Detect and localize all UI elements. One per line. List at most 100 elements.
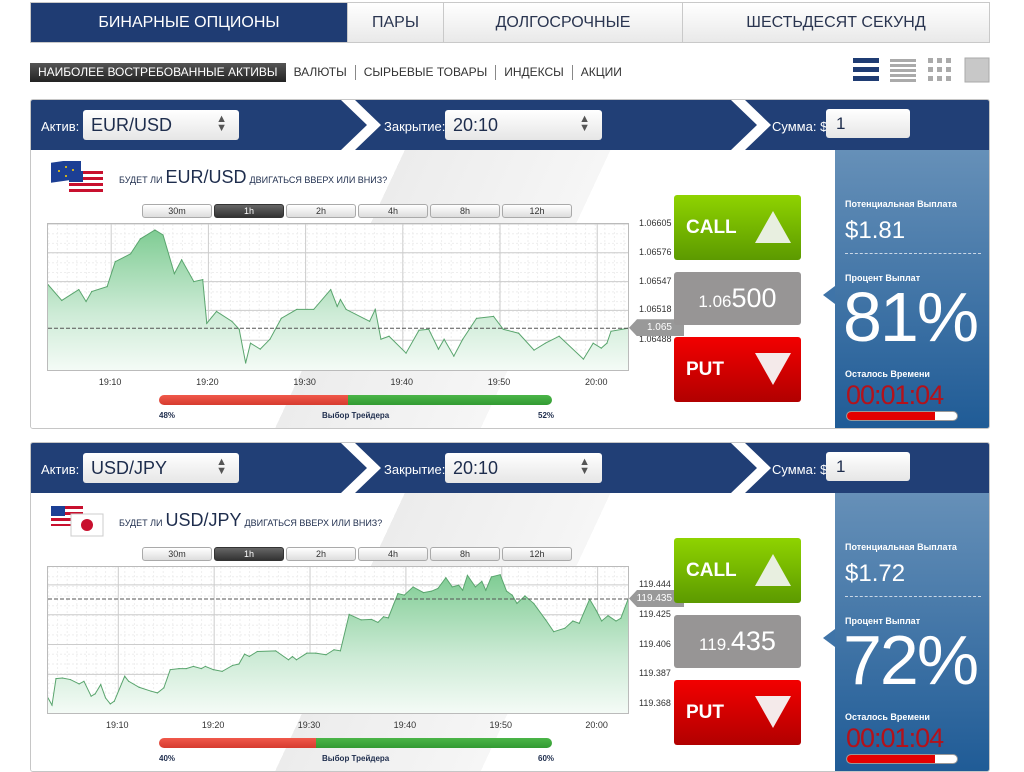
timeframe-8h-button[interactable]: 8h [430, 547, 500, 561]
close-time-select[interactable]: 20:10 ▲ ▼ [445, 453, 602, 483]
timeframe-30m-button[interactable]: 30m [142, 204, 212, 218]
asset-value: EUR/USD [91, 115, 173, 135]
tab-sixty-seconds[interactable]: ШЕСТЬДЕСЯТ СЕКУНД [682, 3, 989, 42]
data-point [156, 692, 159, 694]
x-tick-label: 19:20 [201, 720, 225, 730]
put-button[interactable]: PUT [674, 680, 801, 745]
data-point [481, 580, 483, 582]
current-price: 119.435 [674, 615, 801, 668]
data-point [78, 288, 80, 291]
asset-value: USD/JPY [91, 458, 168, 478]
close-label: Закрытие: [384, 462, 446, 477]
asset-select[interactable]: EUR/USD ▲ ▼ [83, 110, 239, 140]
data-point [544, 342, 546, 344]
price-chart [47, 566, 629, 714]
data-point [128, 680, 130, 682]
data-point [185, 667, 187, 670]
data-point [345, 308, 347, 311]
data-point [204, 665, 206, 667]
timeframe-1h-button[interactable]: 1h [214, 547, 284, 561]
call-button[interactable]: CALL [674, 538, 801, 603]
data-point [437, 587, 439, 590]
data-point [518, 332, 520, 334]
timeframe-2h-button[interactable]: 2h [286, 204, 356, 218]
close-time-value: 20:10 [453, 458, 499, 478]
data-point [139, 238, 141, 240]
countdown-timer: 00:01:04 [846, 723, 944, 753]
pointer-notch [823, 629, 835, 647]
call-share-fill [316, 738, 552, 748]
data-point [94, 693, 96, 695]
data-point [291, 655, 294, 658]
x-tick-label: 19:10 [98, 377, 122, 387]
filter-currencies[interactable]: ВАЛЮТЫ [293, 65, 347, 79]
data-point [163, 687, 165, 689]
data-point [336, 305, 338, 308]
timeframe-4h-button[interactable]: 4h [358, 547, 428, 561]
tab-long-term[interactable]: ДОЛГОСРОЧНЫЕ [443, 3, 682, 42]
time-left-bar [846, 411, 958, 421]
timeframe-1h-button[interactable]: 1h [214, 204, 284, 218]
data-point [524, 595, 526, 597]
y-tick-label: 1.06605 [639, 218, 672, 228]
tab-binary-options[interactable]: БИНАРНЫЕ ОПЦИОНЫ [31, 3, 347, 42]
filter-stocks[interactable]: АКЦИИ [571, 65, 630, 80]
data-point [511, 594, 513, 596]
data-point [106, 285, 108, 288]
arrow-down-icon [755, 696, 791, 728]
data-point [572, 620, 574, 622]
timeframe-8h-button[interactable]: 8h [430, 204, 500, 218]
data-point [100, 683, 102, 686]
close-time-select[interactable]: 20:10 ▲ ▼ [445, 110, 602, 140]
data-point [533, 349, 535, 351]
list-compact-icon[interactable] [890, 57, 916, 83]
data-point [339, 650, 341, 652]
data-point [578, 622, 580, 624]
grid-icon[interactable] [927, 57, 953, 83]
arrow-down-icon [755, 353, 791, 385]
amount-input[interactable] [826, 109, 910, 138]
timeframe-12h-button[interactable]: 12h [502, 204, 572, 218]
trader-choice-label: Выбор Трейдера [322, 411, 390, 420]
question-text: БУДЕТ ЛИ USD/JPY ДВИГАТЬСЯ ВВЕРХ ИЛИ ВНИЗ? [119, 510, 382, 531]
filter-indices[interactable]: ИНДЕКСЫ [495, 65, 572, 80]
call-button[interactable]: CALL [674, 195, 801, 260]
data-point [387, 617, 389, 619]
single-block-icon[interactable] [964, 57, 990, 83]
chevron-icon [341, 100, 381, 150]
asset-label: Актив: [41, 119, 80, 134]
data-point [418, 329, 420, 331]
filter-commodities[interactable]: СЫРЬЕВЫЕ ТОВАРЫ [354, 65, 496, 80]
question-suffix: ДВИГАТЬСЯ ВВЕРХ ИЛИ ВНИЗ? [244, 518, 383, 528]
filter-most-popular[interactable]: НАИБОЛЕЕ ВОСТРЕБОВАННЫЕ АКТИВЫ [30, 63, 286, 82]
data-point [466, 574, 469, 576]
data-point [154, 229, 156, 231]
timeframe-30m-button[interactable]: 30m [142, 547, 212, 561]
data-point [130, 253, 132, 255]
view-switcher [853, 57, 990, 83]
list-large-icon[interactable] [853, 57, 879, 83]
chart-area: БУДЕТ ЛИ EUR/USD ДВИГАТЬСЯ ВВЕРХ ИЛИ ВНИЗ?… [31, 150, 835, 428]
tab-pairs[interactable]: ПАРЫ [347, 3, 443, 42]
payout-panel: Потенциальная Выплата $1.72 Процент Выпл… [823, 493, 989, 771]
data-point [388, 335, 390, 337]
data-point [607, 615, 609, 617]
y-tick-label: 1.06488 [639, 334, 672, 345]
timeframe-4h-button[interactable]: 4h [358, 204, 428, 218]
data-point [403, 594, 405, 596]
data-point [620, 617, 622, 619]
y-tick-label: 119.406 [639, 638, 671, 649]
put-button[interactable]: PUT [674, 337, 801, 402]
arrow-up-icon [755, 211, 791, 243]
data-point [243, 653, 246, 655]
question-prefix: БУДЕТ ЛИ [119, 175, 163, 185]
timeframe-12h-button[interactable]: 12h [502, 547, 572, 561]
asset-select[interactable]: USD/JPY ▲ ▼ [83, 453, 239, 483]
timeframe-2h-button[interactable]: 2h [286, 547, 356, 561]
close-time-value: 20:10 [453, 115, 499, 135]
amount-input[interactable] [826, 452, 910, 481]
y-tick-label: 1.06518 [639, 304, 672, 315]
x-tick-label: 19:10 [106, 720, 129, 730]
y-tick-label: 1.06576 [639, 246, 672, 257]
data-point [422, 591, 425, 594]
